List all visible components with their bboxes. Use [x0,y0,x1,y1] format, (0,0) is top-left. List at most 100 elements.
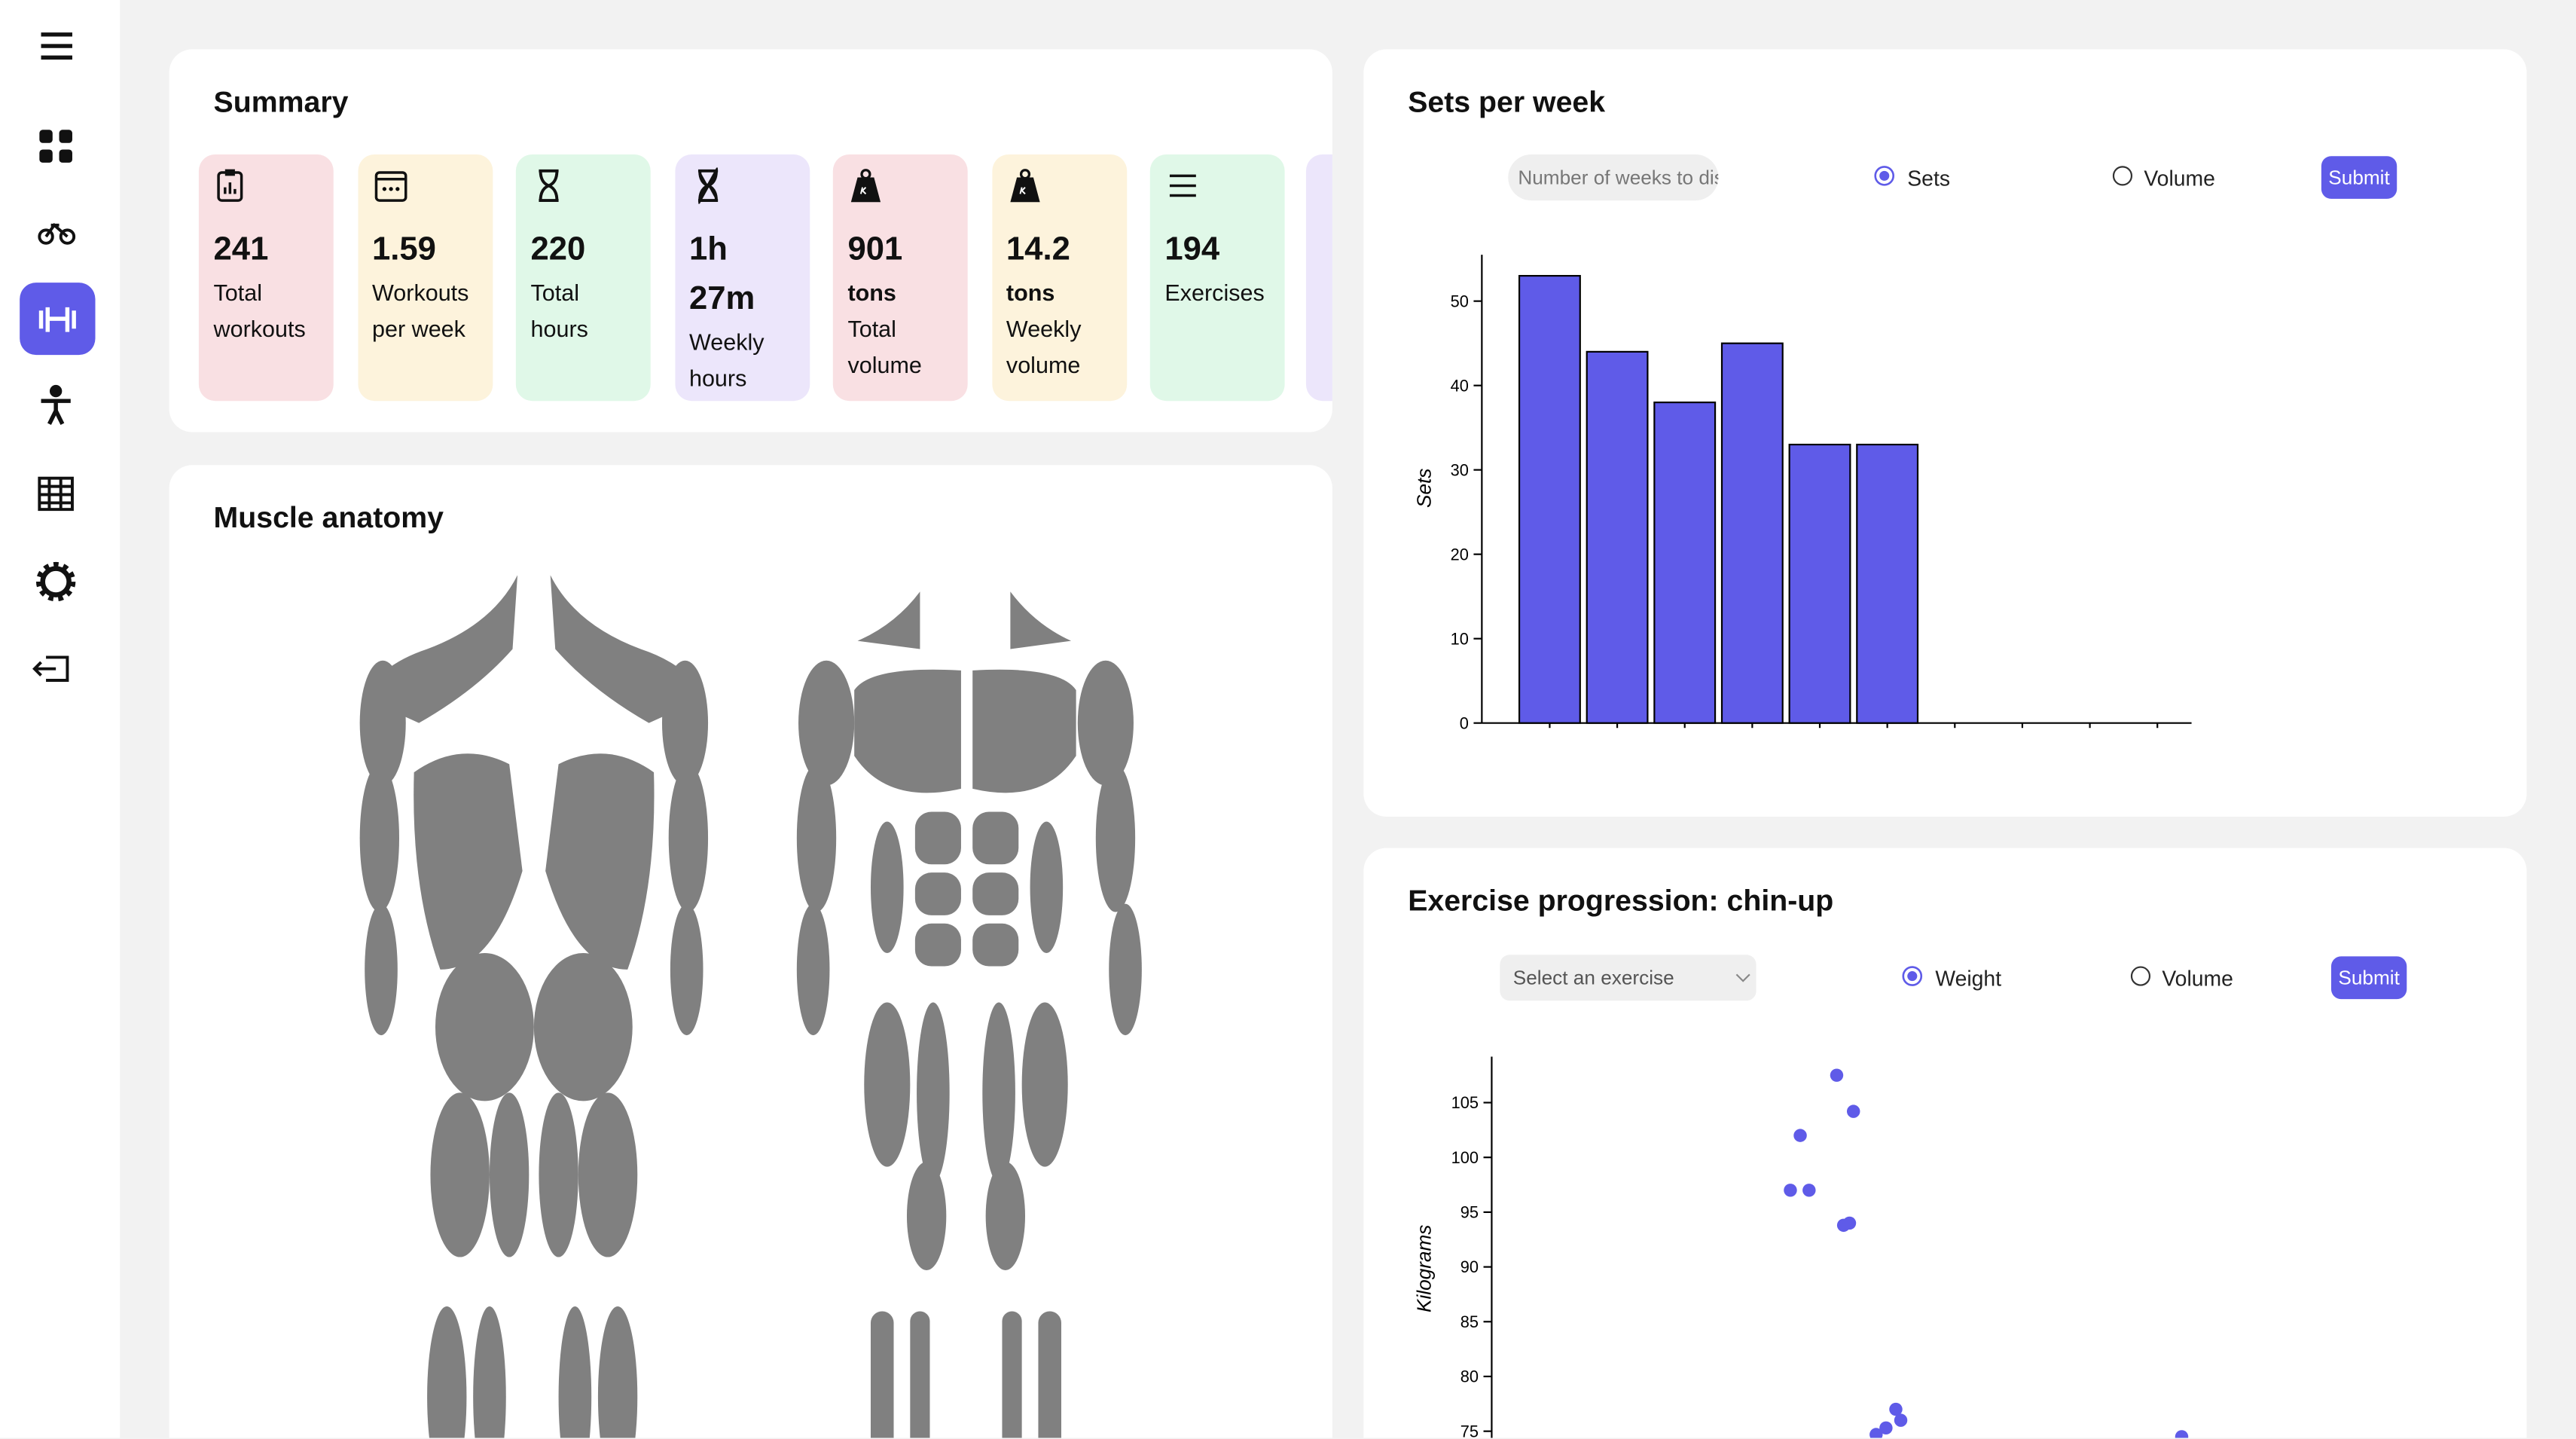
stat-unit: tons [847,279,896,306]
muscle[interactable] [972,811,1019,865]
muscle[interactable] [1109,903,1142,1036]
muscle[interactable] [578,1092,638,1257]
point [1784,1184,1797,1197]
muscle[interactable] [545,753,655,970]
anatomy-card: Muscle anatomy [169,465,1332,1438]
muscle[interactable] [1038,1311,1061,1438]
radio-checked[interactable] [1872,164,1896,188]
bar [1586,350,1649,724]
stat-label: Total hours [530,279,588,342]
bar-chart: 0 10 20 30 40 50 Sets [1413,255,2192,732]
muscle[interactable] [435,953,534,1101]
muscle[interactable] [365,903,398,1036]
stat-card: 220 Total hours [515,154,651,402]
muscle[interactable] [910,1311,930,1438]
muscle[interactable] [430,1092,490,1257]
muscle[interactable] [670,903,704,1036]
y-tick-label: 100 [1451,1148,1479,1167]
radio-label: Volume [2162,966,2233,991]
muscle[interactable] [414,753,523,970]
y-tick-label: 75 [1460,1422,1479,1437]
muscle[interactable] [359,764,400,912]
radio-checked[interactable] [1901,964,1924,988]
muscle[interactable] [550,575,704,723]
stat-label: Total volume [847,315,922,378]
stat-label: Exercises [1164,279,1265,306]
progression-card: Exercise progression: chin-up Select an … [1363,848,2527,1438]
muscle[interactable] [870,1311,894,1438]
muscle[interactable] [798,660,855,786]
stat-card: 1h 27m Weekly hours [674,154,810,402]
muscle[interactable] [1021,1002,1068,1167]
radio[interactable] [2111,164,2135,188]
stat-icon [1009,169,1039,203]
muscle[interactable] [558,1306,592,1438]
muscle[interactable] [533,953,633,1101]
muscle[interactable] [906,1162,947,1270]
radio[interactable] [2129,964,2153,988]
stat-unit: tons [1006,279,1055,306]
logout-icon[interactable] [32,655,69,682]
muscle[interactable] [427,1306,467,1438]
muscle[interactable] [668,764,709,912]
summary-card: Summary 241 Total workouts 1.59 Workouts pe… [169,49,1332,432]
muscle[interactable] [854,669,961,793]
muscle[interactable] [473,1306,506,1438]
muscle[interactable] [539,1092,578,1257]
muscle[interactable] [914,811,961,865]
radio-label: Sets [1907,166,1950,191]
stat-icon [374,171,407,202]
muscle[interactable] [985,1162,1026,1270]
stat-card: 901 tons Total volume [832,154,968,402]
submit-button[interactable]: Submit [2321,156,2397,199]
muscle[interactable] [972,669,1076,793]
muscle[interactable] [857,591,920,649]
point [1793,1129,1807,1142]
weeks-input[interactable]: Number of weeks to dis [1508,154,1719,201]
muscle[interactable] [796,903,830,1036]
muscle[interactable] [1077,660,1134,786]
exercise-select[interactable]: Select an exercise [1500,955,1757,1001]
y-tick-label: 0 [1460,713,1469,732]
muscle[interactable] [972,923,1019,967]
muscle[interactable] [870,821,904,954]
muscle[interactable] [914,872,961,915]
muscle[interactable] [489,1092,530,1257]
y-tick-label: 40 [1451,376,1469,395]
muscle[interactable] [796,764,837,912]
menu-icon[interactable] [41,32,72,60]
muscle[interactable] [1030,821,1064,954]
muscle[interactable] [982,1002,1015,1184]
table-icon[interactable] [38,476,74,512]
point [1842,1216,1857,1230]
muscle[interactable] [365,575,518,723]
settings-icon[interactable] [35,561,76,602]
y-axis-label: Sets [1413,469,1436,508]
muscle[interactable] [1010,591,1072,649]
bar [1518,274,1581,724]
y-tick-label: 95 [1460,1203,1479,1222]
bike-icon[interactable] [38,222,76,245]
muscle-map [359,575,1142,1438]
point [1894,1413,1908,1427]
submit-button[interactable]: Submit [2330,956,2407,1000]
muscle[interactable] [597,1306,638,1438]
card-title: Exercise progression: chin-up [1408,884,1834,918]
stat-card: 194 Exercises [1149,154,1285,402]
muscle[interactable] [864,1002,911,1167]
muscle[interactable] [1002,1311,1022,1438]
muscle[interactable] [359,660,406,786]
muscle[interactable] [914,923,961,967]
sidebar-icons [20,32,96,682]
muscle[interactable] [972,872,1019,915]
muscle[interactable] [917,1002,950,1184]
dashboard-icon[interactable] [39,130,72,163]
bar [1720,342,1784,724]
y-tick-label: 20 [1451,545,1469,564]
muscle[interactable] [1095,764,1136,912]
y-tick-label: 80 [1460,1367,1479,1386]
muscle[interactable] [661,660,709,786]
body-icon[interactable] [41,384,71,425]
stat-value: 1h 27m [688,231,755,317]
